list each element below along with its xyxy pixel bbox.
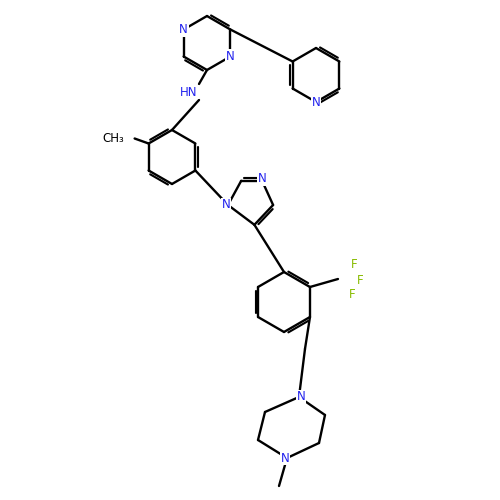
Text: N: N	[312, 96, 320, 108]
Text: F: F	[350, 258, 358, 272]
Text: F: F	[348, 288, 356, 302]
Text: F: F	[356, 274, 364, 287]
Text: N: N	[296, 390, 306, 404]
Text: N: N	[179, 23, 188, 36]
Text: N: N	[226, 50, 235, 63]
Text: N: N	[280, 452, 289, 464]
Text: N: N	[258, 172, 266, 186]
Text: HN: HN	[180, 86, 198, 98]
Text: CH₃: CH₃	[103, 132, 124, 145]
Text: N: N	[222, 198, 230, 211]
